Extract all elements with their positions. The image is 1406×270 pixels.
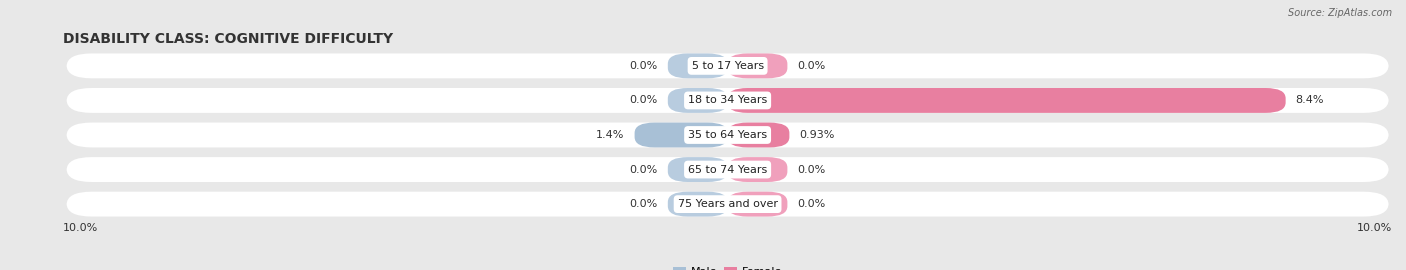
- FancyBboxPatch shape: [728, 88, 1285, 113]
- Text: 0.0%: 0.0%: [797, 164, 825, 175]
- FancyBboxPatch shape: [728, 192, 787, 217]
- Text: 0.93%: 0.93%: [800, 130, 835, 140]
- Text: 18 to 34 Years: 18 to 34 Years: [688, 95, 768, 106]
- Text: 0.0%: 0.0%: [797, 199, 825, 209]
- FancyBboxPatch shape: [668, 88, 728, 113]
- Text: 8.4%: 8.4%: [1295, 95, 1324, 106]
- FancyBboxPatch shape: [66, 88, 1389, 113]
- FancyBboxPatch shape: [66, 157, 1389, 182]
- FancyBboxPatch shape: [66, 123, 1389, 147]
- Text: 0.0%: 0.0%: [630, 95, 658, 106]
- FancyBboxPatch shape: [66, 53, 1389, 78]
- Text: 0.0%: 0.0%: [630, 61, 658, 71]
- FancyBboxPatch shape: [728, 157, 787, 182]
- Text: 75 Years and over: 75 Years and over: [678, 199, 778, 209]
- Text: 5 to 17 Years: 5 to 17 Years: [692, 61, 763, 71]
- Legend: Male, Female: Male, Female: [669, 262, 786, 270]
- Text: 0.0%: 0.0%: [630, 199, 658, 209]
- Text: 10.0%: 10.0%: [63, 223, 98, 233]
- Text: 65 to 74 Years: 65 to 74 Years: [688, 164, 768, 175]
- FancyBboxPatch shape: [668, 157, 728, 182]
- Text: 10.0%: 10.0%: [1357, 223, 1392, 233]
- FancyBboxPatch shape: [668, 192, 728, 217]
- Text: 0.0%: 0.0%: [630, 164, 658, 175]
- FancyBboxPatch shape: [66, 192, 1389, 217]
- FancyBboxPatch shape: [668, 53, 728, 78]
- FancyBboxPatch shape: [728, 53, 787, 78]
- Text: 0.0%: 0.0%: [797, 61, 825, 71]
- Text: 35 to 64 Years: 35 to 64 Years: [688, 130, 768, 140]
- Text: Source: ZipAtlas.com: Source: ZipAtlas.com: [1288, 8, 1392, 18]
- Text: DISABILITY CLASS: COGNITIVE DIFFICULTY: DISABILITY CLASS: COGNITIVE DIFFICULTY: [63, 32, 394, 46]
- FancyBboxPatch shape: [728, 123, 789, 147]
- FancyBboxPatch shape: [634, 123, 728, 147]
- Text: 1.4%: 1.4%: [596, 130, 624, 140]
